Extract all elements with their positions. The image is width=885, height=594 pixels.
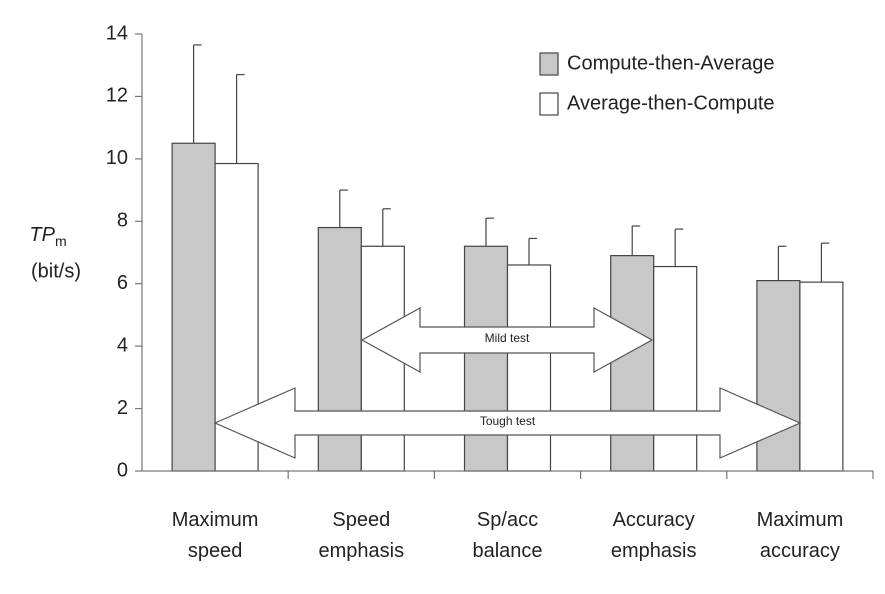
x-tick-line: speed — [188, 540, 243, 562]
x-tick-line: accuracy — [760, 540, 840, 562]
y-tick-label: 8 — [117, 210, 128, 232]
x-tick-line: Sp/acc — [477, 509, 538, 531]
x-tick-label: Maximum accuracy — [757, 509, 844, 562]
x-tick-line: emphasis — [318, 540, 404, 562]
y-label-sub: m — [55, 233, 67, 249]
y-tick-label: 6 — [117, 272, 128, 294]
annotation: Mild test — [485, 331, 530, 345]
legend-label: Average-then-Compute — [567, 92, 775, 114]
legend-swatch — [539, 92, 559, 116]
y-label-unit: (bit/s) — [31, 260, 81, 282]
legend-label: Compute-then-Average — [567, 52, 775, 74]
x-tick-label: Speed emphasis — [318, 509, 404, 562]
y-tick-label: 10 — [106, 147, 128, 169]
y-label: TPm — [29, 224, 66, 248]
x-tick-line: balance — [472, 540, 542, 562]
double-arrow — [213, 387, 802, 459]
bar — [799, 281, 844, 472]
y-label-main: TP — [29, 224, 55, 246]
bar — [756, 279, 801, 472]
x-tick-line: Speed — [332, 509, 390, 531]
annotation: Tough test — [480, 414, 536, 428]
x-tick-line: Maximum — [757, 509, 844, 531]
y-tick-label: 4 — [117, 334, 128, 356]
x-tick-line: emphasis — [611, 540, 697, 562]
y-tick-label: 14 — [106, 22, 128, 44]
y-tick-label: 0 — [117, 459, 128, 481]
bar — [463, 245, 509, 472]
x-tick-label: Maximum speed — [172, 509, 259, 562]
bar — [653, 265, 698, 472]
x-tick-label: Accuracy emphasis — [611, 509, 697, 562]
y-tick-label: 2 — [117, 397, 128, 419]
y-tick-label: 12 — [106, 85, 128, 107]
bar — [171, 142, 216, 472]
x-tick-label: Sp/acc balance — [472, 509, 542, 562]
bar — [610, 255, 655, 472]
x-tick-line: Accuracy — [613, 509, 695, 531]
legend-swatch — [539, 52, 559, 76]
x-tick-line: Maximum — [172, 509, 259, 531]
bar — [506, 264, 552, 472]
double-arrow — [360, 306, 654, 374]
